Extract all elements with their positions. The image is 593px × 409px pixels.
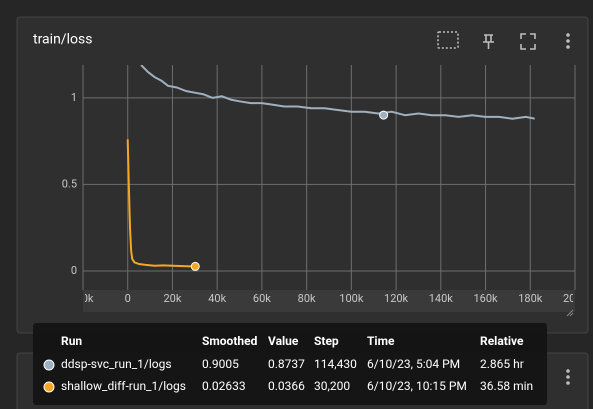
run-swatch xyxy=(43,381,55,393)
toolbar xyxy=(437,31,570,385)
tooltip-run: ddsp-svc_run_1/logs xyxy=(61,357,172,371)
tooltip xyxy=(33,323,547,405)
card xyxy=(16,16,589,334)
tooltip-run: shallow_diff-run_1/logs xyxy=(61,379,186,393)
tooltip-header: Relative xyxy=(480,334,524,348)
x-tick-label: 100k xyxy=(339,292,364,305)
tooltip-time: 6/10/23, 5:04 PM xyxy=(367,357,460,371)
tooltip-header: Value xyxy=(268,334,299,348)
x-tick-label: 0 xyxy=(125,292,131,305)
x-tick-label: 20k xyxy=(163,292,181,305)
y-tick-label: 0 xyxy=(71,264,77,277)
x-axis-band xyxy=(83,290,575,312)
tooltip-header: Run xyxy=(61,334,82,348)
tooltip-value: 0.0366 xyxy=(268,379,305,393)
fullscreen-icon[interactable] xyxy=(520,33,536,50)
x-tick-label: 180k xyxy=(518,292,543,305)
x-tick-label: 80k xyxy=(298,292,316,305)
tooltip-header: Step xyxy=(314,334,339,348)
tooltip-relative: 2.865 hr xyxy=(480,357,524,371)
x-tick-label: 120k xyxy=(384,292,409,305)
run-swatch xyxy=(43,359,55,371)
menu-icon-2[interactable] xyxy=(566,369,570,385)
x-tick-label: 200k xyxy=(563,292,588,305)
data-selection-icon[interactable] xyxy=(437,31,459,49)
tooltip-relative: 36.58 min xyxy=(480,379,533,393)
x-tick-label: 40k xyxy=(208,292,226,305)
menu-icon[interactable] xyxy=(566,33,570,49)
tooltip-time: 6/10/23, 10:15 PM xyxy=(367,379,467,393)
series-line xyxy=(140,65,535,120)
x-tick-label: 60k xyxy=(253,292,271,305)
y-tick-label: 1 xyxy=(71,91,77,104)
tooltip-value: 0.8737 xyxy=(268,357,305,371)
panel-title: train/loss xyxy=(33,32,92,48)
pin-icon[interactable] xyxy=(483,34,494,49)
resize-handle[interactable] xyxy=(566,309,574,317)
x-tick-label: 140k xyxy=(429,292,454,305)
tooltip-smoothed: 0.02633 xyxy=(202,379,246,393)
tooltip-header: Smoothed xyxy=(202,334,258,348)
tooltip-smoothed: 0.9005 xyxy=(202,357,239,371)
hover-point xyxy=(190,261,200,271)
tooltip-step: 114,430 xyxy=(314,357,357,371)
y-tick-label: 0.5 xyxy=(62,177,77,190)
hover-point xyxy=(379,110,389,120)
x-tick-label: 160k xyxy=(473,292,498,305)
tooltip-header: Time xyxy=(367,334,395,348)
tooltip-step: 30,200 xyxy=(314,379,350,393)
x-tick-label: -20k xyxy=(73,292,94,305)
series-line xyxy=(126,139,196,268)
